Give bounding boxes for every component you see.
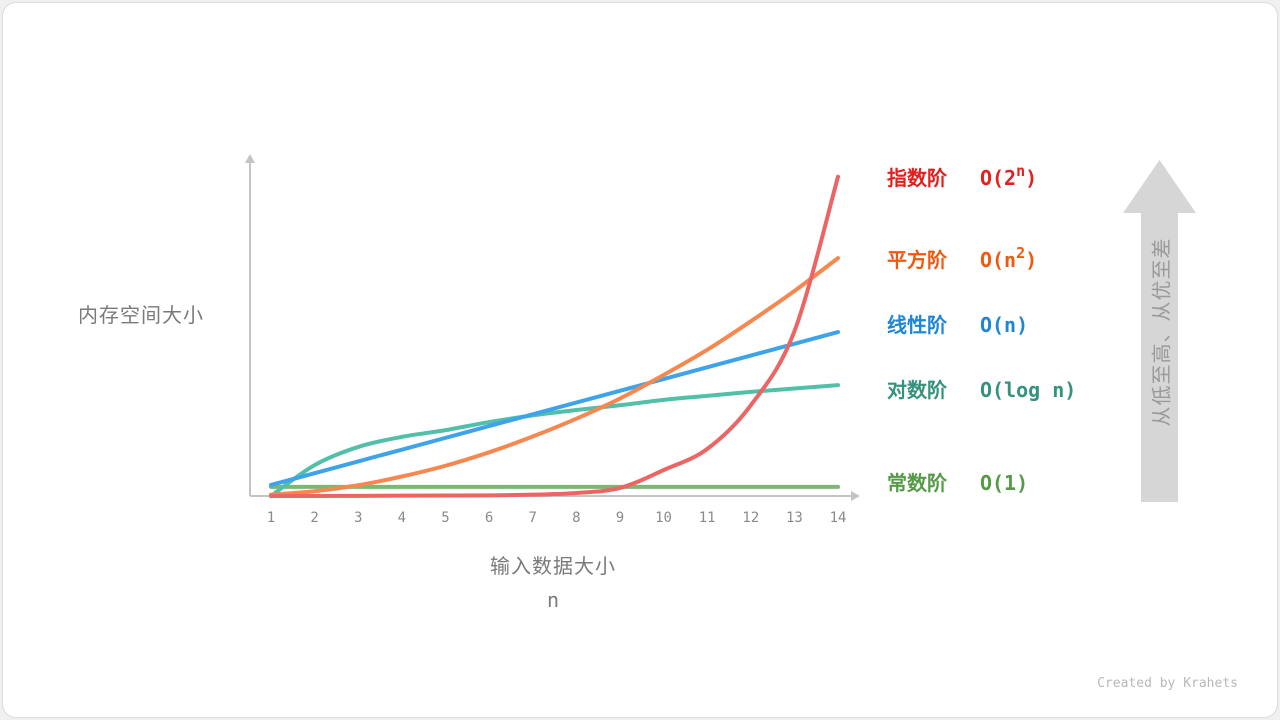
x-axis-variable: n <box>546 588 560 612</box>
x-tick-label: 5 <box>441 510 449 526</box>
side-arrow-label: 从低至高、从优至差 <box>1149 237 1174 427</box>
credit-text: Created by Krahets <box>1097 676 1238 691</box>
x-tick-label: 1 <box>267 510 275 526</box>
series-line-1 <box>269 256 840 497</box>
x-tick-label: 13 <box>786 510 803 526</box>
x-tick-label: 6 <box>485 510 493 526</box>
legend-item-logarithmic: 对数阶 O(log n) <box>887 374 1076 403</box>
legend-name: 平方阶 <box>887 248 947 272</box>
legend-name: 指数阶 <box>887 166 947 190</box>
axes <box>245 154 860 501</box>
legend-item-exponential: 指数阶 O(2n) <box>887 162 1037 191</box>
series-line-0 <box>269 174 840 499</box>
side-arrow <box>1123 160 1196 502</box>
legend-expr: O(2n) <box>979 162 1038 191</box>
legend-name: 常数阶 <box>887 471 947 495</box>
x-tick-label: 3 <box>354 510 362 526</box>
legend-name: 线性阶 <box>887 313 947 337</box>
x-tick-label: 10 <box>655 510 672 526</box>
series-line-2 <box>269 330 840 487</box>
x-tick-label: 11 <box>699 510 716 526</box>
x-tick-label: 14 <box>830 510 847 526</box>
legend-item-linear: 线性阶 O(n) <box>887 309 1028 338</box>
side-arrow-shape <box>1123 160 1196 502</box>
x-axis-arrowhead <box>851 491 860 501</box>
x-tick-label: 2 <box>310 510 318 526</box>
x-axis-label: 输入数据大小 <box>490 554 616 578</box>
x-tick-label: 4 <box>398 510 406 526</box>
x-tick-labels: 1 2 3 4 5 6 7 8 9 10 11 12 13 14 <box>267 510 847 526</box>
x-tick-label: 7 <box>528 510 536 526</box>
legend-name: 对数阶 <box>887 378 947 402</box>
x-tick-label: 9 <box>616 510 624 526</box>
x-tick-label: 12 <box>742 510 759 526</box>
legend-item-quadratic: 平方阶 O(n2) <box>887 244 1037 273</box>
x-tick-label: 8 <box>572 510 580 526</box>
legend-item-constant: 常数阶 O(1) <box>887 467 1028 496</box>
y-axis-arrowhead <box>245 154 255 163</box>
legend-expr: O(log n) <box>979 378 1077 402</box>
y-axis-label: 内存空间大小 <box>78 303 204 327</box>
series-lines <box>269 174 840 499</box>
series-line-3 <box>269 383 840 498</box>
legend-expr: O(n) <box>979 313 1029 337</box>
legend-expr: O(1) <box>979 471 1029 495</box>
legend-expr: O(n2) <box>979 244 1038 273</box>
